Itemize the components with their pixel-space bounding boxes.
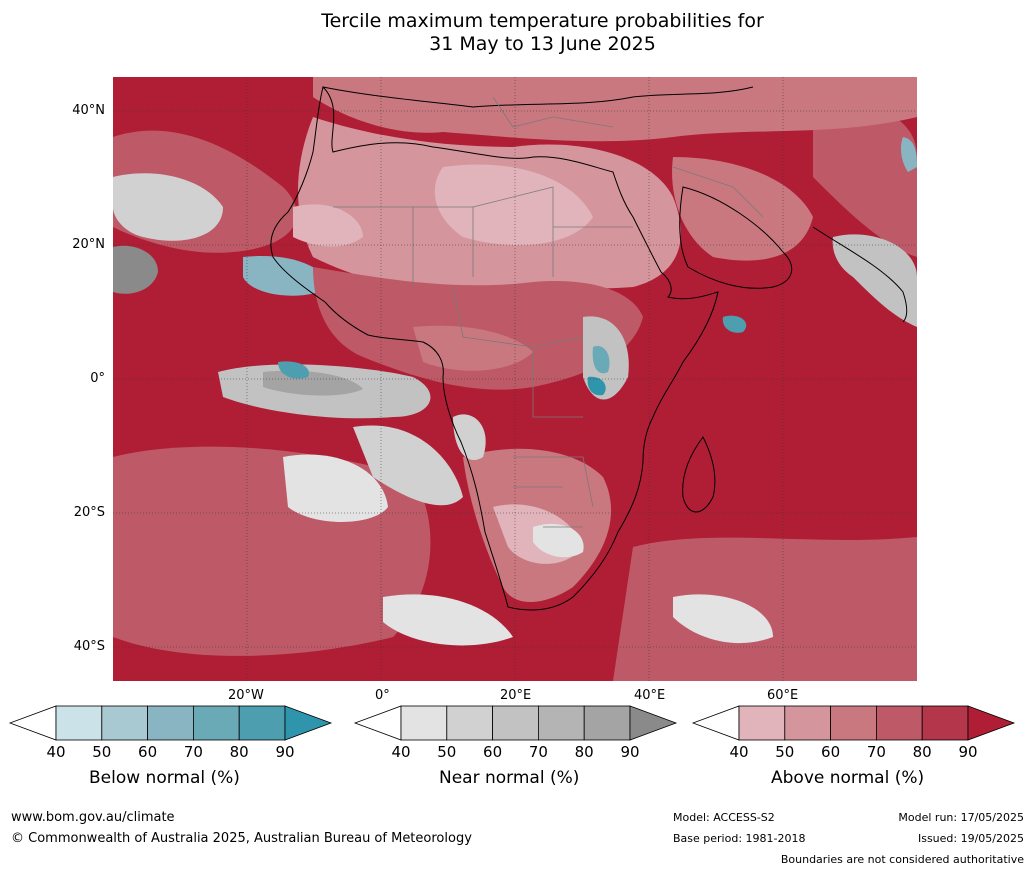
colorbar-segment — [583, 705, 631, 741]
colorbar-tick: 70 — [866, 743, 886, 761]
colorbar-segment — [784, 705, 832, 741]
colorbar-extend-high — [629, 705, 678, 741]
colorbar-segment — [55, 705, 103, 741]
colorbar-segment — [492, 705, 539, 741]
colorbar-tick: 40 — [729, 743, 749, 761]
colorbar-extend-high — [967, 705, 1016, 741]
region-lake-victoria — [587, 376, 606, 396]
lon-label-40e: 40°E — [634, 688, 666, 703]
colorbar-extend-high — [284, 705, 333, 741]
colorbar-tick: 90 — [958, 743, 978, 761]
footer-website: www.bom.gov.au/climate — [11, 810, 175, 825]
lon-label-20w: 20°W — [228, 688, 264, 703]
title-line-1: Tercile maximum temperature probabilitie… — [321, 10, 764, 32]
footer-model-run: Model run: 17/05/2025 — [898, 811, 1024, 824]
region-europe — [313, 77, 917, 142]
graticule — [113, 77, 917, 681]
colorbar-segment — [238, 705, 286, 741]
colorbar-tick: 50 — [92, 743, 112, 761]
colorbar-segment — [147, 705, 194, 741]
colorbar-extend-low — [353, 705, 402, 741]
footer-disclaimer: Boundaries are not considered authoritat… — [780, 853, 1024, 866]
colorbar-segment — [101, 705, 149, 741]
colorbar-above-normal — [691, 705, 1016, 741]
colorbar-tick: 80 — [229, 743, 249, 761]
colorbar-tick: 40 — [391, 743, 411, 761]
footer-base-period: Base period: 1981-2018 — [673, 832, 806, 845]
region-below-normal-west-africa-coast — [243, 256, 333, 296]
colorbar-tick: 60 — [483, 743, 503, 761]
colorbar-extend-low — [691, 705, 740, 741]
colorbar-segment — [738, 705, 786, 741]
region-asia-east — [813, 104, 917, 257]
region-near-normal-nw — [113, 173, 223, 241]
colorbar-tick: 70 — [183, 743, 203, 761]
lon-label-20e: 20°E — [500, 688, 532, 703]
colorbar-segment — [921, 705, 969, 741]
title-line-2: 31 May to 13 June 2025 — [429, 33, 656, 55]
region-india — [832, 234, 917, 327]
lon-label-0: 0° — [375, 688, 390, 703]
colorbar-tick: 50 — [775, 743, 795, 761]
colorbar-title-below: Below normal (%) — [89, 768, 240, 788]
colorbar-tick: 70 — [528, 743, 548, 761]
colorbar-tick: 90 — [620, 743, 640, 761]
lon-label-60e: 60°E — [767, 688, 799, 703]
footer-copyright: © Commonwealth of Australia 2025, Austra… — [11, 831, 472, 846]
colorbar-tick: 60 — [821, 743, 841, 761]
lat-label-20s: 20°S — [73, 505, 105, 520]
footer-model: Model: ACCESS-S2 — [673, 811, 775, 824]
lat-label-40n: 40°N — [72, 103, 105, 118]
colorbar-segment — [400, 705, 448, 741]
colorbar-tick: 60 — [138, 743, 158, 761]
coastlines — [270, 86, 908, 611]
colorbar-segment — [830, 705, 877, 741]
colorbar-segment — [446, 705, 494, 741]
probability-map — [113, 77, 917, 681]
colorbar-tick: 50 — [437, 743, 457, 761]
region-below-normal-atlantic — [278, 361, 309, 379]
colorbar-tick: 80 — [574, 743, 594, 761]
country-borders — [333, 96, 764, 528]
region-arabia — [672, 157, 813, 261]
colorbar-segment — [192, 705, 240, 741]
colorbar-tick: 90 — [275, 743, 295, 761]
footer-issued: Issued: 19/05/2025 — [917, 832, 1024, 845]
region-near-normal-strong — [113, 245, 158, 294]
colorbar-title-near: Near normal (%) — [439, 768, 580, 788]
lat-label-40s: 40°S — [73, 639, 105, 654]
colorbar-title-above: Above normal (%) — [771, 768, 925, 788]
chart-title: Tercile maximum temperature probabilitie… — [0, 10, 1035, 56]
colorbar-near-normal — [353, 705, 678, 741]
region-indian-south — [613, 537, 917, 681]
colorbar-tick: 40 — [46, 743, 66, 761]
colorbar-segment — [875, 705, 923, 741]
lat-label-0: 0° — [90, 371, 105, 386]
region-sahel — [313, 267, 643, 390]
colorbar-below-normal — [8, 705, 333, 741]
colorbar-segment — [537, 705, 585, 741]
colorbar-extend-low — [8, 705, 57, 741]
colorbar-tick: 80 — [912, 743, 932, 761]
lat-label-20n: 20°N — [72, 237, 105, 252]
